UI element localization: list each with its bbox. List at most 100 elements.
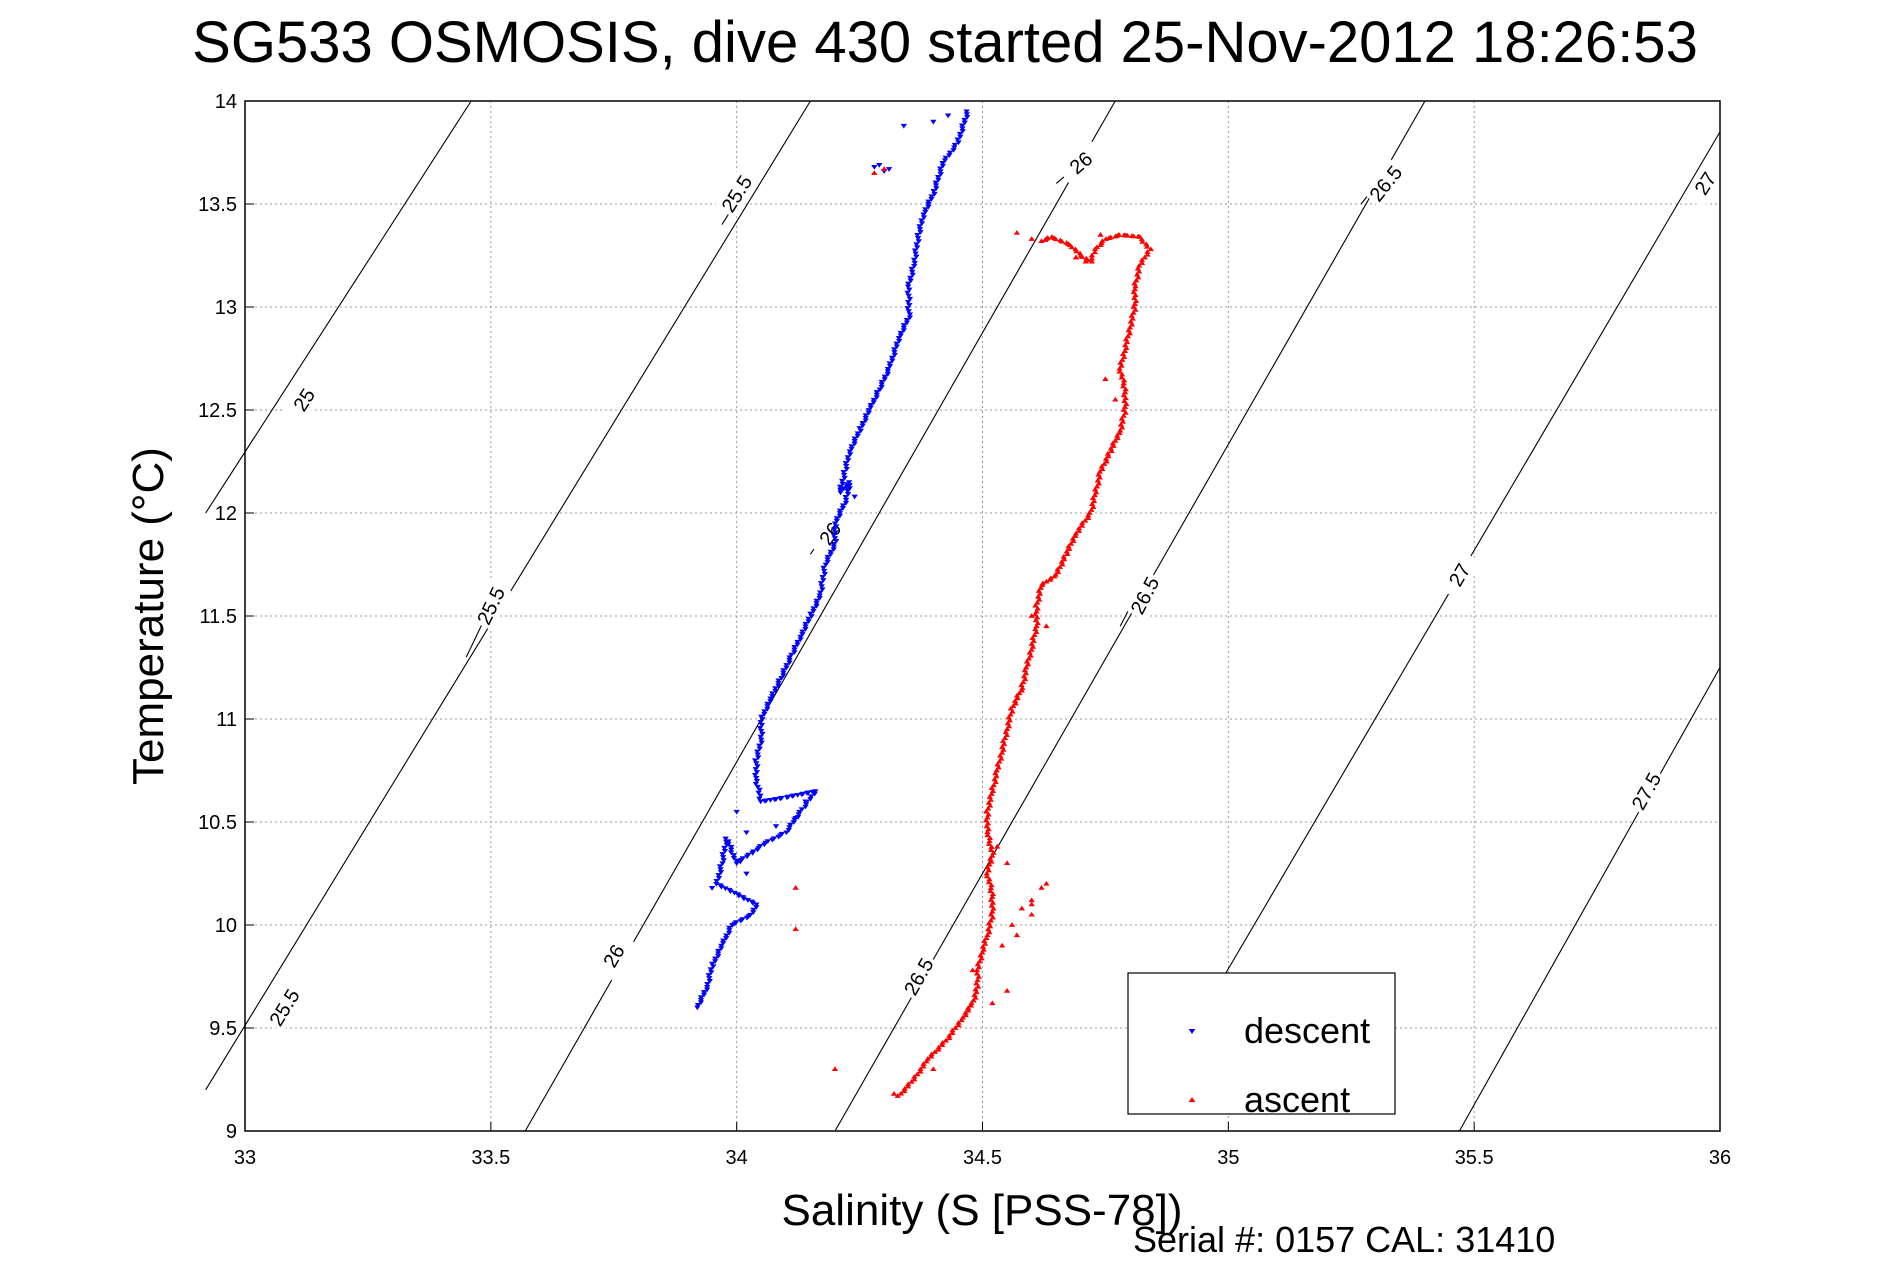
data-point-ascent <box>987 888 994 894</box>
data-point-ascent <box>1057 237 1064 243</box>
data-point-ascent <box>1024 661 1032 667</box>
data-point-ascent <box>1136 262 1143 268</box>
data-point-ascent <box>1138 236 1145 242</box>
data-point-descent <box>836 511 844 516</box>
data-point-ascent <box>985 799 993 805</box>
data-point-ascent <box>1104 450 1112 456</box>
data-point-descent <box>719 852 726 857</box>
grid <box>244 100 1721 1132</box>
data-point-ascent <box>993 773 1000 779</box>
data-point-descent <box>716 864 724 870</box>
data-point-ascent <box>897 1090 905 1096</box>
data-point-ascent <box>1116 368 1123 374</box>
data-point-ascent <box>1126 330 1133 336</box>
data-point-descent <box>786 660 793 666</box>
density-contour-label-bg <box>1683 158 1728 209</box>
data-point-descent <box>798 807 805 813</box>
data-point-ascent <box>1078 522 1086 528</box>
data-point-ascent <box>989 914 996 920</box>
data-point-ascent <box>1135 274 1142 280</box>
data-point-ascent <box>1125 327 1132 333</box>
data-point-descent <box>788 652 795 658</box>
data-point-ascent <box>1118 374 1125 380</box>
data-point-ascent <box>988 791 995 796</box>
data-point-descent <box>837 488 844 494</box>
data-point-ascent <box>969 967 976 973</box>
data-point-descent <box>718 943 725 949</box>
data-point-ascent <box>1013 692 1021 698</box>
data-point-descent <box>769 837 776 843</box>
data-point-descent <box>893 344 900 350</box>
data-point-descent <box>935 177 942 183</box>
data-point-ascent <box>1028 236 1035 241</box>
data-point-ascent <box>974 961 981 967</box>
data-point-ascent <box>905 1081 912 1087</box>
density-contour-label-bg <box>1437 549 1481 600</box>
data-point-ascent <box>924 1056 931 1061</box>
data-point-descent <box>842 500 850 506</box>
data-point-ascent <box>962 1012 969 1018</box>
data-point-descent <box>758 728 765 734</box>
density-contour-label-bg <box>592 930 636 981</box>
data-point-descent <box>884 372 891 377</box>
data-point-descent <box>743 871 750 877</box>
data-point-ascent <box>1096 468 1104 474</box>
data-point-descent <box>756 746 763 752</box>
data-point-descent <box>805 790 812 796</box>
data-point-descent <box>802 804 809 810</box>
data-point-ascent <box>1113 432 1121 438</box>
data-point-descent <box>721 848 729 854</box>
data-point-ascent <box>1131 301 1139 306</box>
data-point-ascent <box>1078 520 1086 526</box>
series-ascent <box>792 166 1155 1098</box>
data-point-ascent <box>1054 569 1062 575</box>
data-point-ascent <box>890 1091 898 1096</box>
data-point-ascent <box>1025 655 1033 661</box>
data-point-descent <box>756 796 763 802</box>
density-contour-line <box>1168 131 1721 1070</box>
data-point-ascent <box>1139 239 1146 244</box>
data-point-ascent <box>917 1068 924 1074</box>
data-point-ascent <box>1120 407 1128 412</box>
data-point-descent <box>906 296 914 302</box>
data-point-ascent <box>1114 435 1121 441</box>
data-point-descent <box>785 794 792 800</box>
data-point-ascent <box>871 170 878 175</box>
data-point-descent <box>799 791 807 797</box>
data-point-descent <box>761 711 768 717</box>
data-point-ascent <box>1008 922 1016 927</box>
chart-title: SG533 OSMOSIS, dive 430 started 25-Nov-2… <box>192 10 1698 75</box>
data-point-descent <box>726 928 733 934</box>
data-point-descent <box>754 784 761 790</box>
data-point-descent <box>799 629 806 635</box>
data-point-ascent <box>914 1071 921 1077</box>
data-point-ascent <box>1016 690 1023 696</box>
data-point-descent <box>720 938 727 944</box>
data-point-descent <box>730 853 738 858</box>
data-point-descent <box>954 137 961 143</box>
data-point-descent <box>888 355 896 361</box>
data-point-ascent <box>1120 413 1127 418</box>
data-point-ascent <box>1011 698 1019 703</box>
data-point-descent <box>753 761 760 767</box>
data-point-descent <box>757 793 764 799</box>
data-point-descent <box>878 384 885 390</box>
data-point-ascent <box>1032 617 1040 623</box>
data-point-descent <box>749 851 756 856</box>
data-point-ascent <box>1059 561 1066 567</box>
data-point-descent <box>697 995 705 1000</box>
data-point-ascent <box>1118 362 1125 368</box>
data-point-descent <box>819 587 826 593</box>
data-point-ascent <box>1018 905 1025 911</box>
data-point-ascent <box>1096 474 1103 480</box>
data-point-descent <box>764 704 771 710</box>
data-point-ascent <box>989 891 997 896</box>
data-point-ascent <box>1133 277 1140 283</box>
data-point-descent <box>900 323 908 328</box>
data-point-ascent <box>1033 608 1040 614</box>
data-point-ascent <box>992 779 999 785</box>
data-point-ascent <box>1063 548 1070 554</box>
data-point-ascent <box>981 938 988 943</box>
data-point-ascent <box>928 1051 935 1057</box>
data-point-descent <box>833 524 840 530</box>
